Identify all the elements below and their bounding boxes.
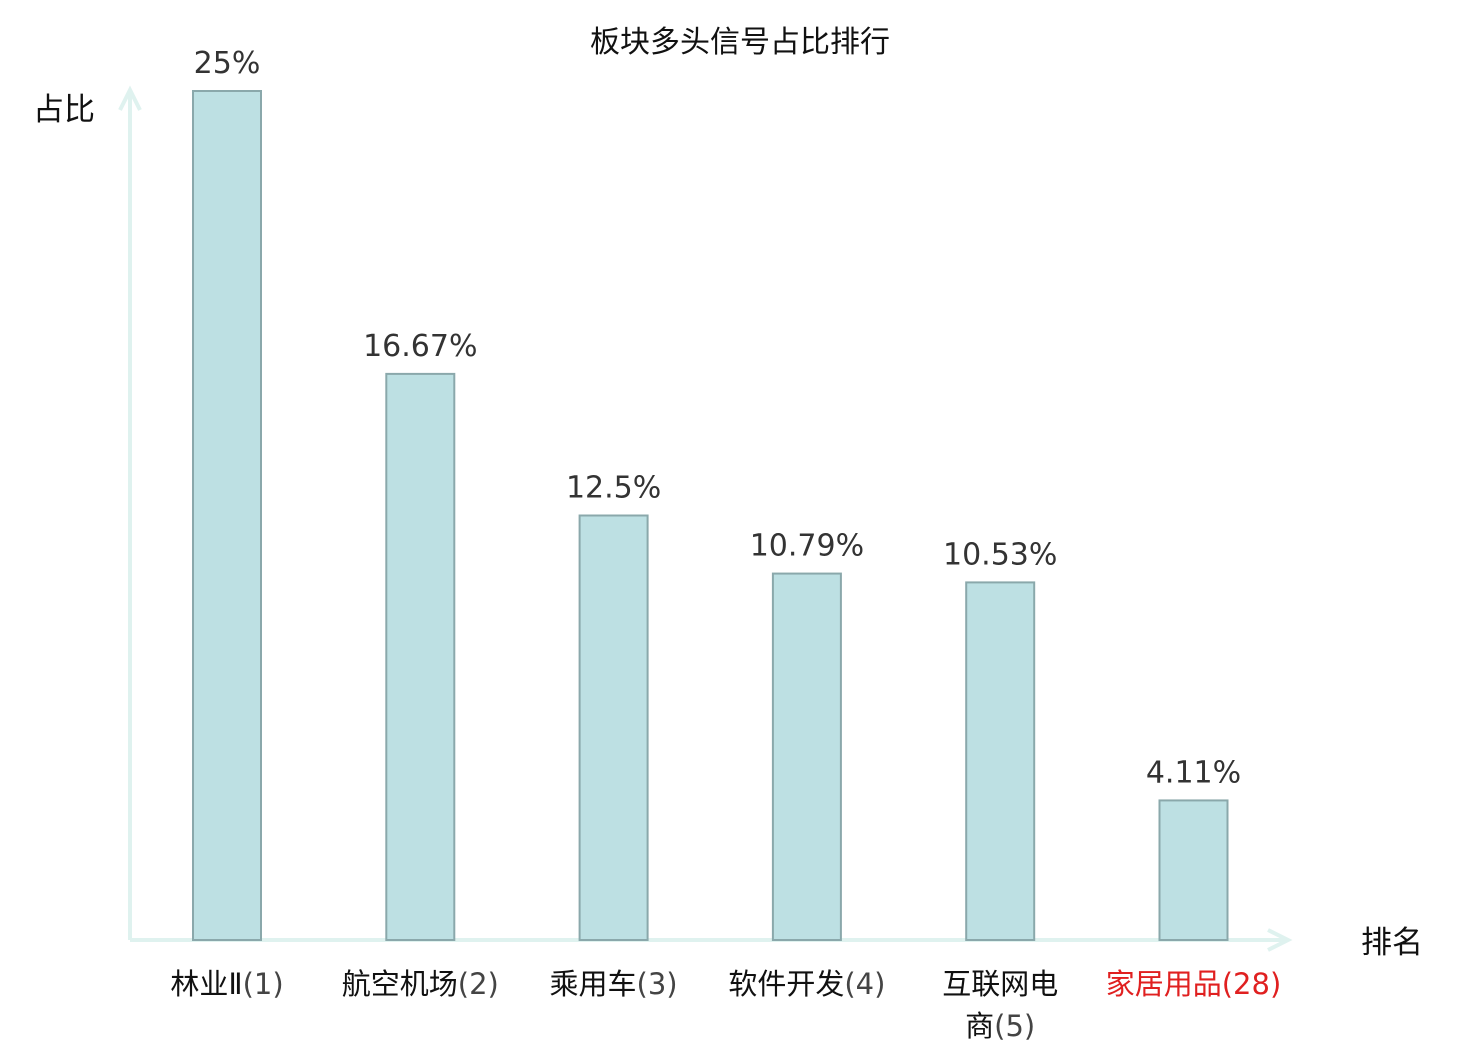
bar — [1158, 799, 1229, 941]
chart-title: 板块多头信号占比排行 — [590, 25, 890, 60]
bar-value-label: 25% — [194, 46, 261, 81]
bar-value-label: 10.53% — [943, 537, 1057, 572]
y-axis-arrow-icon — [118, 85, 142, 111]
axes — [118, 85, 1293, 952]
category-label: 乘用车(3) — [550, 967, 678, 1001]
bar — [965, 581, 1036, 941]
bar — [771, 572, 842, 941]
category-label: 互联网电商(5) — [942, 967, 1058, 1040]
bar — [192, 90, 262, 941]
category-label: 软件开发(4) — [728, 967, 885, 1001]
value-labels: 25% 16.67% 12.5% 10.79% 10.53% 4.11% — [194, 46, 1242, 790]
bar-value-label: 12.5% — [566, 471, 661, 506]
bar-value-label: 4.11% — [1146, 755, 1241, 790]
category-label: 家居用品(28) — [1106, 967, 1282, 1001]
x-axis-label: 排名 — [1361, 925, 1423, 961]
category-labels: 林业Ⅱ(1) 航空机场(2) 乘用车(3) 软件开发(4) 互联网电商(5) 家居用品(2… — [170, 967, 1281, 1040]
bars — [192, 90, 1229, 942]
x-axis-arrow-icon — [1267, 928, 1293, 952]
category-label: 航空机场(2) — [342, 967, 499, 1001]
category-label: 林业Ⅱ(1) — [170, 967, 283, 1001]
bar-value-label: 16.67% — [363, 329, 477, 364]
bar-value-label: 10.79% — [750, 529, 864, 564]
y-axis-label: 占比 — [33, 92, 95, 128]
bar — [578, 514, 649, 941]
bar — [385, 372, 456, 942]
